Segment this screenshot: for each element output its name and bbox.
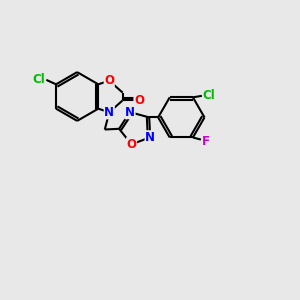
Text: N: N xyxy=(104,106,114,119)
Text: O: O xyxy=(134,94,144,107)
Text: O: O xyxy=(104,74,114,87)
Text: F: F xyxy=(202,135,210,148)
Text: Cl: Cl xyxy=(33,74,46,86)
Text: O: O xyxy=(127,138,136,151)
Text: N: N xyxy=(145,131,155,144)
Text: N: N xyxy=(125,106,135,119)
Text: Cl: Cl xyxy=(202,89,215,102)
